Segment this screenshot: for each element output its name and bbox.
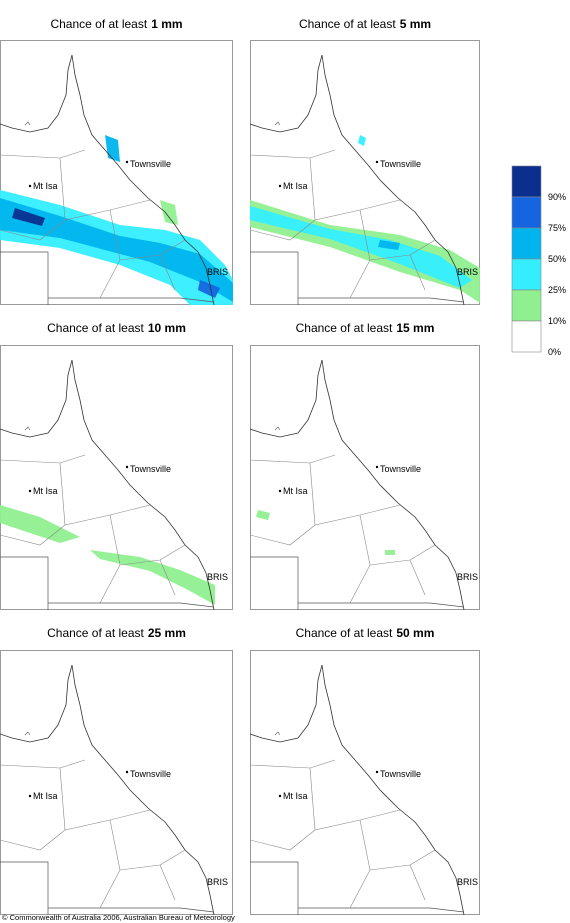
title-text: Chance of at least bbox=[50, 17, 147, 31]
rain-area bbox=[198, 280, 220, 298]
copyright: © Commonwealth of Australia 2006, Austra… bbox=[2, 913, 235, 922]
panel-title: Chance of at least 1 mm bbox=[50, 17, 182, 31]
place-label: Mt Isa bbox=[33, 791, 58, 801]
town-dot bbox=[375, 770, 379, 774]
threshold: 10 mm bbox=[148, 321, 186, 335]
rain-areas bbox=[0, 505, 215, 605]
rain-area bbox=[105, 135, 120, 162]
town-dot bbox=[278, 794, 282, 798]
place-label: BRIS bbox=[457, 877, 478, 887]
town-dot bbox=[375, 160, 379, 164]
panel-title: Chance of at least 50 mm bbox=[296, 626, 435, 640]
threshold: 50 mm bbox=[396, 626, 434, 640]
rain-area bbox=[378, 240, 400, 250]
legend-swatch bbox=[511, 289, 542, 322]
legend-swatch bbox=[511, 320, 542, 353]
place-label: Mt Isa bbox=[283, 791, 308, 801]
place-label: Mt Isa bbox=[33, 181, 58, 191]
legend-label: 0% bbox=[548, 347, 561, 357]
town-dot bbox=[125, 160, 129, 164]
place-label: Mt Isa bbox=[283, 181, 308, 191]
threshold: 25 mm bbox=[148, 626, 186, 640]
threshold: 5 mm bbox=[400, 17, 431, 31]
panel-title: Chance of at least 25 mm bbox=[47, 626, 186, 640]
title-text: Chance of at least bbox=[47, 321, 144, 335]
town-dot bbox=[28, 794, 32, 798]
place-label: BRIS bbox=[207, 877, 228, 887]
town-dot bbox=[28, 184, 32, 188]
town-dot bbox=[28, 489, 32, 493]
place-label: Mt Isa bbox=[283, 486, 308, 496]
rain-area bbox=[385, 550, 395, 555]
map-frame bbox=[250, 650, 480, 915]
place-label: Townsville bbox=[130, 159, 171, 169]
rain-area bbox=[0, 198, 233, 302]
legend-label: 75% bbox=[548, 223, 566, 233]
map-panel: Townsville Mt Isa BRIS bbox=[249, 40, 480, 306]
rain-area bbox=[160, 200, 178, 225]
rain-area bbox=[256, 510, 270, 520]
legend-swatch bbox=[511, 227, 542, 260]
map-frame bbox=[250, 345, 480, 610]
place-label: BRIS bbox=[457, 267, 478, 277]
town-dot bbox=[375, 465, 379, 469]
place-label: Mt Isa bbox=[33, 486, 58, 496]
rain-area bbox=[358, 135, 366, 146]
place-label: Townsville bbox=[380, 769, 421, 779]
map-frame bbox=[0, 650, 233, 915]
town-dot bbox=[125, 770, 129, 774]
title-text: Chance of at least bbox=[47, 626, 144, 640]
rain-area bbox=[250, 206, 472, 288]
legend-swatch bbox=[511, 165, 542, 198]
place-label: BRIS bbox=[457, 572, 478, 582]
rain-area bbox=[90, 550, 215, 605]
town-dot bbox=[278, 184, 282, 188]
place-label: Townsville bbox=[130, 464, 171, 474]
map-panel: Townsville Mt Isa BRIS bbox=[249, 345, 480, 611]
legend-label: 90% bbox=[548, 192, 566, 202]
town-dot bbox=[125, 465, 129, 469]
place-label: BRIS bbox=[207, 267, 228, 277]
map-panel: Townsville Mt Isa BRIS bbox=[0, 345, 233, 611]
place-label: BRIS bbox=[207, 572, 228, 582]
map-panel: Townsville Mt Isa BRIS bbox=[249, 650, 480, 916]
rain-area bbox=[0, 505, 80, 543]
rain-areas bbox=[256, 510, 395, 555]
title-text: Chance of at least bbox=[296, 321, 393, 335]
town-dot bbox=[278, 489, 282, 493]
map-frame bbox=[0, 345, 233, 610]
rain-areas bbox=[0, 135, 233, 305]
legend-swatch bbox=[511, 258, 542, 291]
place-label: Townsville bbox=[380, 159, 421, 169]
place-label: Townsville bbox=[380, 464, 421, 474]
threshold: 1 mm bbox=[151, 17, 182, 31]
legend-label: 50% bbox=[548, 254, 566, 264]
title-text: Chance of at least bbox=[299, 17, 396, 31]
title-text: Chance of at least bbox=[296, 626, 393, 640]
panel-title: Chance of at least 10 mm bbox=[47, 321, 186, 335]
panel-title: Chance of at least 5 mm bbox=[299, 17, 431, 31]
map-panel: Townsville Mt Isa BRIS bbox=[0, 650, 233, 916]
legend-label: 10% bbox=[548, 316, 566, 326]
panel-title: Chance of at least 15 mm bbox=[296, 321, 435, 335]
legend-swatch bbox=[511, 196, 542, 229]
map-panel: Townsville Mt Isa BRIS bbox=[0, 40, 233, 306]
legend-label: 25% bbox=[548, 285, 566, 295]
place-label: Townsville bbox=[130, 769, 171, 779]
rain-area bbox=[12, 208, 45, 226]
threshold: 15 mm bbox=[396, 321, 434, 335]
